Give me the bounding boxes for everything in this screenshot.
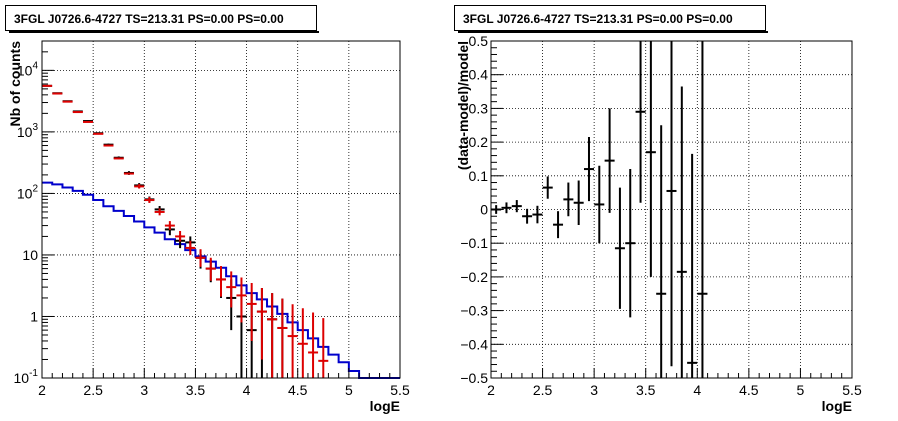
right-x-tick-label: 4.5 (739, 382, 759, 398)
left-y-tick-label: 10-1 (14, 368, 39, 386)
left-y-axis-title: Nb of counts (7, 41, 23, 127)
left-x-tick-label: 3 (140, 382, 148, 398)
right-y-tick-label: 0.4 (469, 67, 489, 83)
right-y-tick-label: 0.2 (469, 134, 489, 150)
left-x-tick-label: 5.5 (390, 382, 410, 398)
right-y-axis-title: (data-model)/model (455, 41, 471, 170)
right-y-tick-label: −0.3 (460, 303, 488, 319)
right-x-tick-label: 2 (487, 382, 495, 398)
right-title: 3FGL J0726.6-4727 TS=213.31 PS=0.00 PS=0… (454, 5, 768, 33)
right-y-tick-label: 0 (480, 202, 488, 218)
left-title: 3FGL J0726.6-4727 TS=213.31 PS=0.00 PS=0… (5, 5, 319, 33)
left-x-tick-label: 4.5 (288, 382, 308, 398)
right-x-axis-title: logE (822, 398, 852, 414)
left-x-tick-label: 2 (38, 382, 46, 398)
left-axes-frame (41, 40, 401, 379)
right-plot-frame: 2 2.5 3 3.5 4 4.5 5 5.5 −0.5 −0.4 −0.3 −0.2 −0.1 0 0.1… (455, 33, 862, 414)
left-x-tick-label: 5 (345, 382, 353, 398)
right-x-tick-label: 4 (693, 382, 701, 398)
right-y-tick-label: 0.1 (469, 168, 489, 184)
right-x-tick-label: 3.5 (636, 382, 656, 398)
right-x-tick-label: 5 (797, 382, 805, 398)
left-y-tick-label: 1 (30, 308, 38, 324)
left-y-tick-label: 10 (22, 247, 38, 263)
left-y-tick-label: 102 (17, 183, 39, 201)
right-x-tick-label: 3 (590, 382, 598, 398)
left-plot-frame: 2 2.5 3 3.5 4 4.5 5 5.5 10-1 1 10 102 103 104 logE Nb o… (7, 40, 410, 414)
left-x-tick-label: 4 (243, 382, 251, 398)
right-y-tick-label: −0.4 (460, 336, 488, 352)
left-y-tick-label: 103 (17, 122, 39, 140)
right-y-tick-label: −0.2 (460, 269, 488, 285)
left-model-histogram (42, 181, 400, 379)
left-plot-area (42, 41, 400, 378)
right-y-tick-label: −0.1 (460, 235, 488, 251)
left-x-tick-label: 3.5 (186, 382, 206, 398)
right-y-tick-label: 0.3 (469, 100, 489, 116)
right-y-tick-label: 0.5 (469, 33, 489, 49)
left-y-tick-label: 104 (17, 60, 39, 78)
right-y-tick-label: −0.5 (460, 370, 488, 386)
left-x-axis-title: logE (370, 398, 400, 414)
right-x-tick-label: 2.5 (533, 382, 553, 398)
left-x-tick-label: 2.5 (83, 382, 103, 398)
right-x-tick-label: 5.5 (842, 382, 862, 398)
